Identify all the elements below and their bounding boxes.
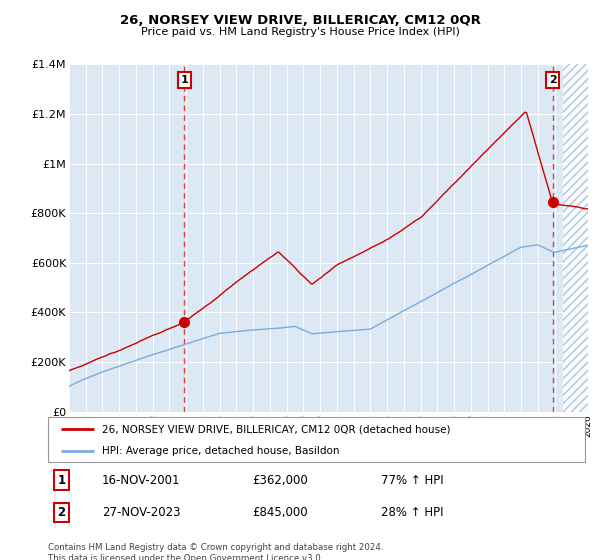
- Text: 1: 1: [58, 474, 65, 487]
- Text: 77% ↑ HPI: 77% ↑ HPI: [381, 474, 443, 487]
- Text: £362,000: £362,000: [252, 474, 308, 487]
- Text: 1: 1: [181, 75, 188, 85]
- Bar: [563, 64, 588, 412]
- Text: £845,000: £845,000: [252, 506, 308, 519]
- Bar: [563, 64, 588, 412]
- Text: 28% ↑ HPI: 28% ↑ HPI: [381, 506, 443, 519]
- FancyBboxPatch shape: [48, 417, 585, 462]
- Text: 26, NORSEY VIEW DRIVE, BILLERICAY, CM12 0QR (detached house): 26, NORSEY VIEW DRIVE, BILLERICAY, CM12 …: [102, 424, 450, 435]
- Text: 26, NORSEY VIEW DRIVE, BILLERICAY, CM12 0QR: 26, NORSEY VIEW DRIVE, BILLERICAY, CM12 …: [119, 14, 481, 27]
- Text: 2: 2: [58, 506, 65, 519]
- Text: 2: 2: [549, 75, 557, 85]
- Text: Contains HM Land Registry data © Crown copyright and database right 2024.
This d: Contains HM Land Registry data © Crown c…: [48, 543, 383, 560]
- Text: HPI: Average price, detached house, Basildon: HPI: Average price, detached house, Basi…: [102, 446, 339, 456]
- Text: 16-NOV-2001: 16-NOV-2001: [102, 474, 180, 487]
- Text: 27-NOV-2023: 27-NOV-2023: [102, 506, 180, 519]
- Text: Price paid vs. HM Land Registry's House Price Index (HPI): Price paid vs. HM Land Registry's House …: [140, 27, 460, 37]
